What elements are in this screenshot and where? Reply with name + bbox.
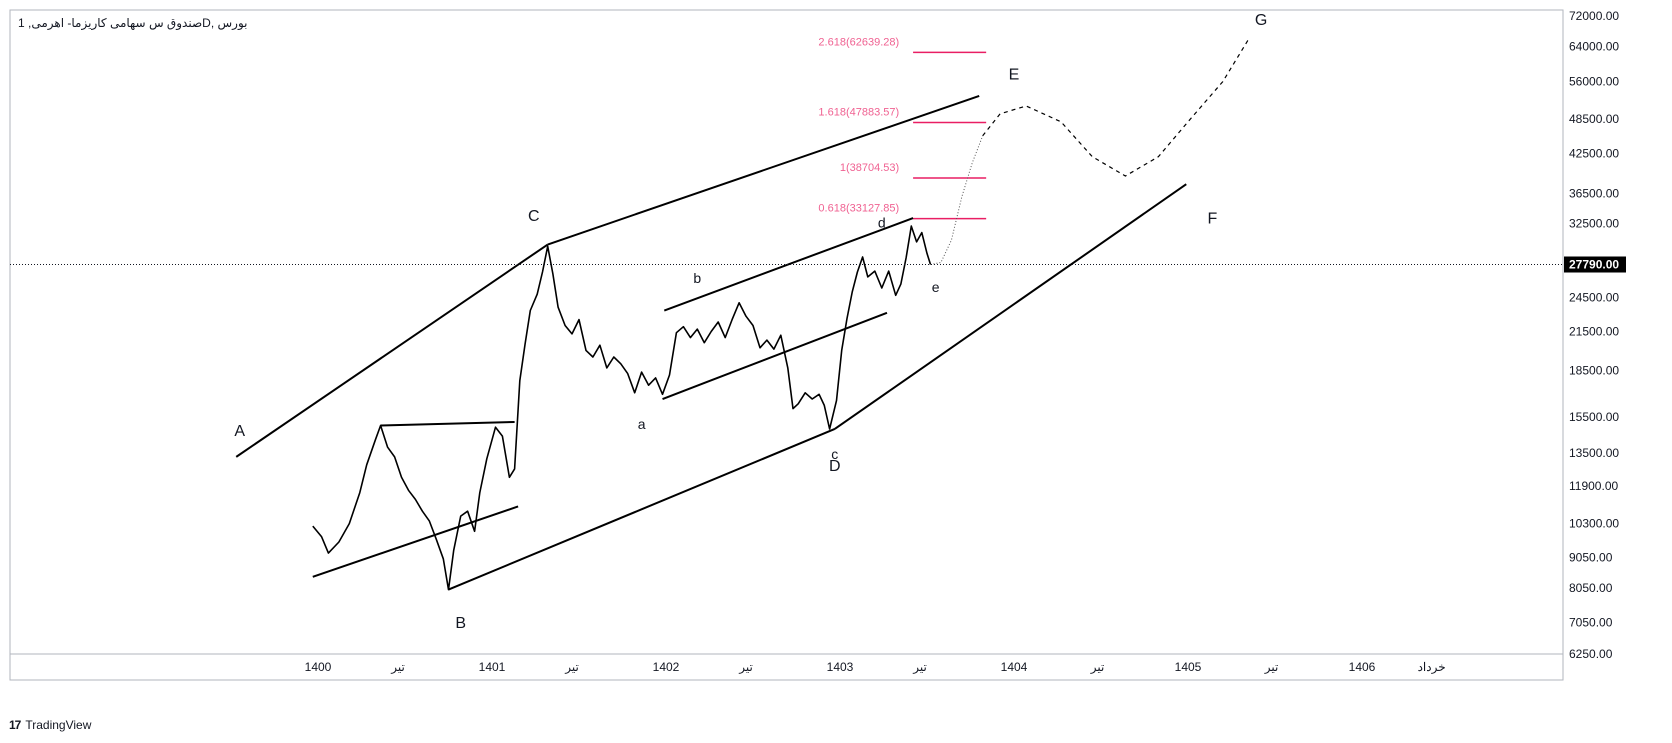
x-tick-label: 1400 [305,660,332,674]
x-tick-label: 1402 [653,660,680,674]
tradingview-logo-icon: 17 [9,718,21,732]
subwave-label-b: b [693,270,701,286]
y-tick-label: 64000.00 [1569,40,1619,54]
wave-label-f: F [1207,211,1217,228]
y-tick-label: 11900.00 [1569,479,1618,493]
y-tick-label: 7050.00 [1569,616,1613,630]
fib-level-label: 0.618(33127.85) [818,203,899,215]
subwave-label-d: d [878,215,886,231]
chart-title: بورس ,Dصندوق س سهامی کاریزما- اهرمی, 1 [18,16,248,30]
x-tick-label: تیر [912,660,927,674]
x-tick-label: تیر [1264,660,1279,674]
fib-level-label: 2.618(62639.28) [818,36,899,48]
wave-label-g: G [1255,12,1267,29]
trendline [448,428,836,591]
y-tick-label: 6250.00 [1569,647,1613,661]
tradingview-brand: 17 TradingView [9,718,91,732]
x-tick-label: 1403 [827,660,854,674]
x-tick-label: تیر [738,660,753,674]
last-price-label: 27790.00 [1569,258,1619,272]
y-tick-label: 9050.00 [1569,550,1613,564]
wave-label-b: B [455,615,466,632]
wave-label-c: C [528,208,540,225]
subwave-label-c: c [831,446,838,462]
brand-label: TradingView [25,718,92,732]
x-tick-label: تیر [390,660,405,674]
y-tick-label: 13500.00 [1569,446,1619,460]
x-tick-label: 1406 [1349,660,1376,674]
y-tick-label: 15500.00 [1569,410,1619,424]
last-price-tag [1564,256,1626,273]
trendline [834,183,1187,430]
y-tick-label: 10300.00 [1569,517,1619,531]
trendline [663,217,914,312]
wave-label-d: D [829,458,841,475]
x-tick-label: 1405 [1175,660,1202,674]
y-tick-label: 42500.00 [1569,147,1619,161]
x-tick-label: 1404 [1001,660,1028,674]
x-tick-label: تیر [1090,660,1105,674]
y-tick-label: 18500.00 [1569,364,1619,378]
subwave-label-a: a [638,416,646,432]
y-tick-label: 72000.00 [1569,9,1619,23]
wave-label-a: A [234,423,245,440]
y-tick-label: 24500.00 [1569,290,1619,304]
y-tick-label: 32500.00 [1569,217,1619,231]
projection-dashed-line [982,38,1250,177]
trendline [547,95,980,246]
y-tick-label: 21500.00 [1569,324,1619,338]
subwave-label-e: e [932,279,940,295]
chart-frame [9,9,1564,681]
y-tick-label: 48500.00 [1569,112,1619,126]
x-tick-label: خرداد [1418,660,1446,674]
trendline [662,311,888,400]
fib-level-label: 1.618(47883.57) [818,106,899,118]
y-tick-label: 56000.00 [1569,75,1619,89]
trendline [380,421,515,427]
x-tick-label: تیر [564,660,579,674]
trendline [235,243,549,458]
y-tick-label: 36500.00 [1569,186,1619,200]
fib-level-label: 1(38704.53) [840,162,899,174]
y-tick-label: 8050.00 [1569,581,1613,595]
projection-dotted-line [930,135,984,265]
wave-label-e: E [1009,66,1020,83]
x-tick-label: 1401 [479,660,506,674]
price-series-line [312,225,932,591]
trendline [312,505,519,578]
